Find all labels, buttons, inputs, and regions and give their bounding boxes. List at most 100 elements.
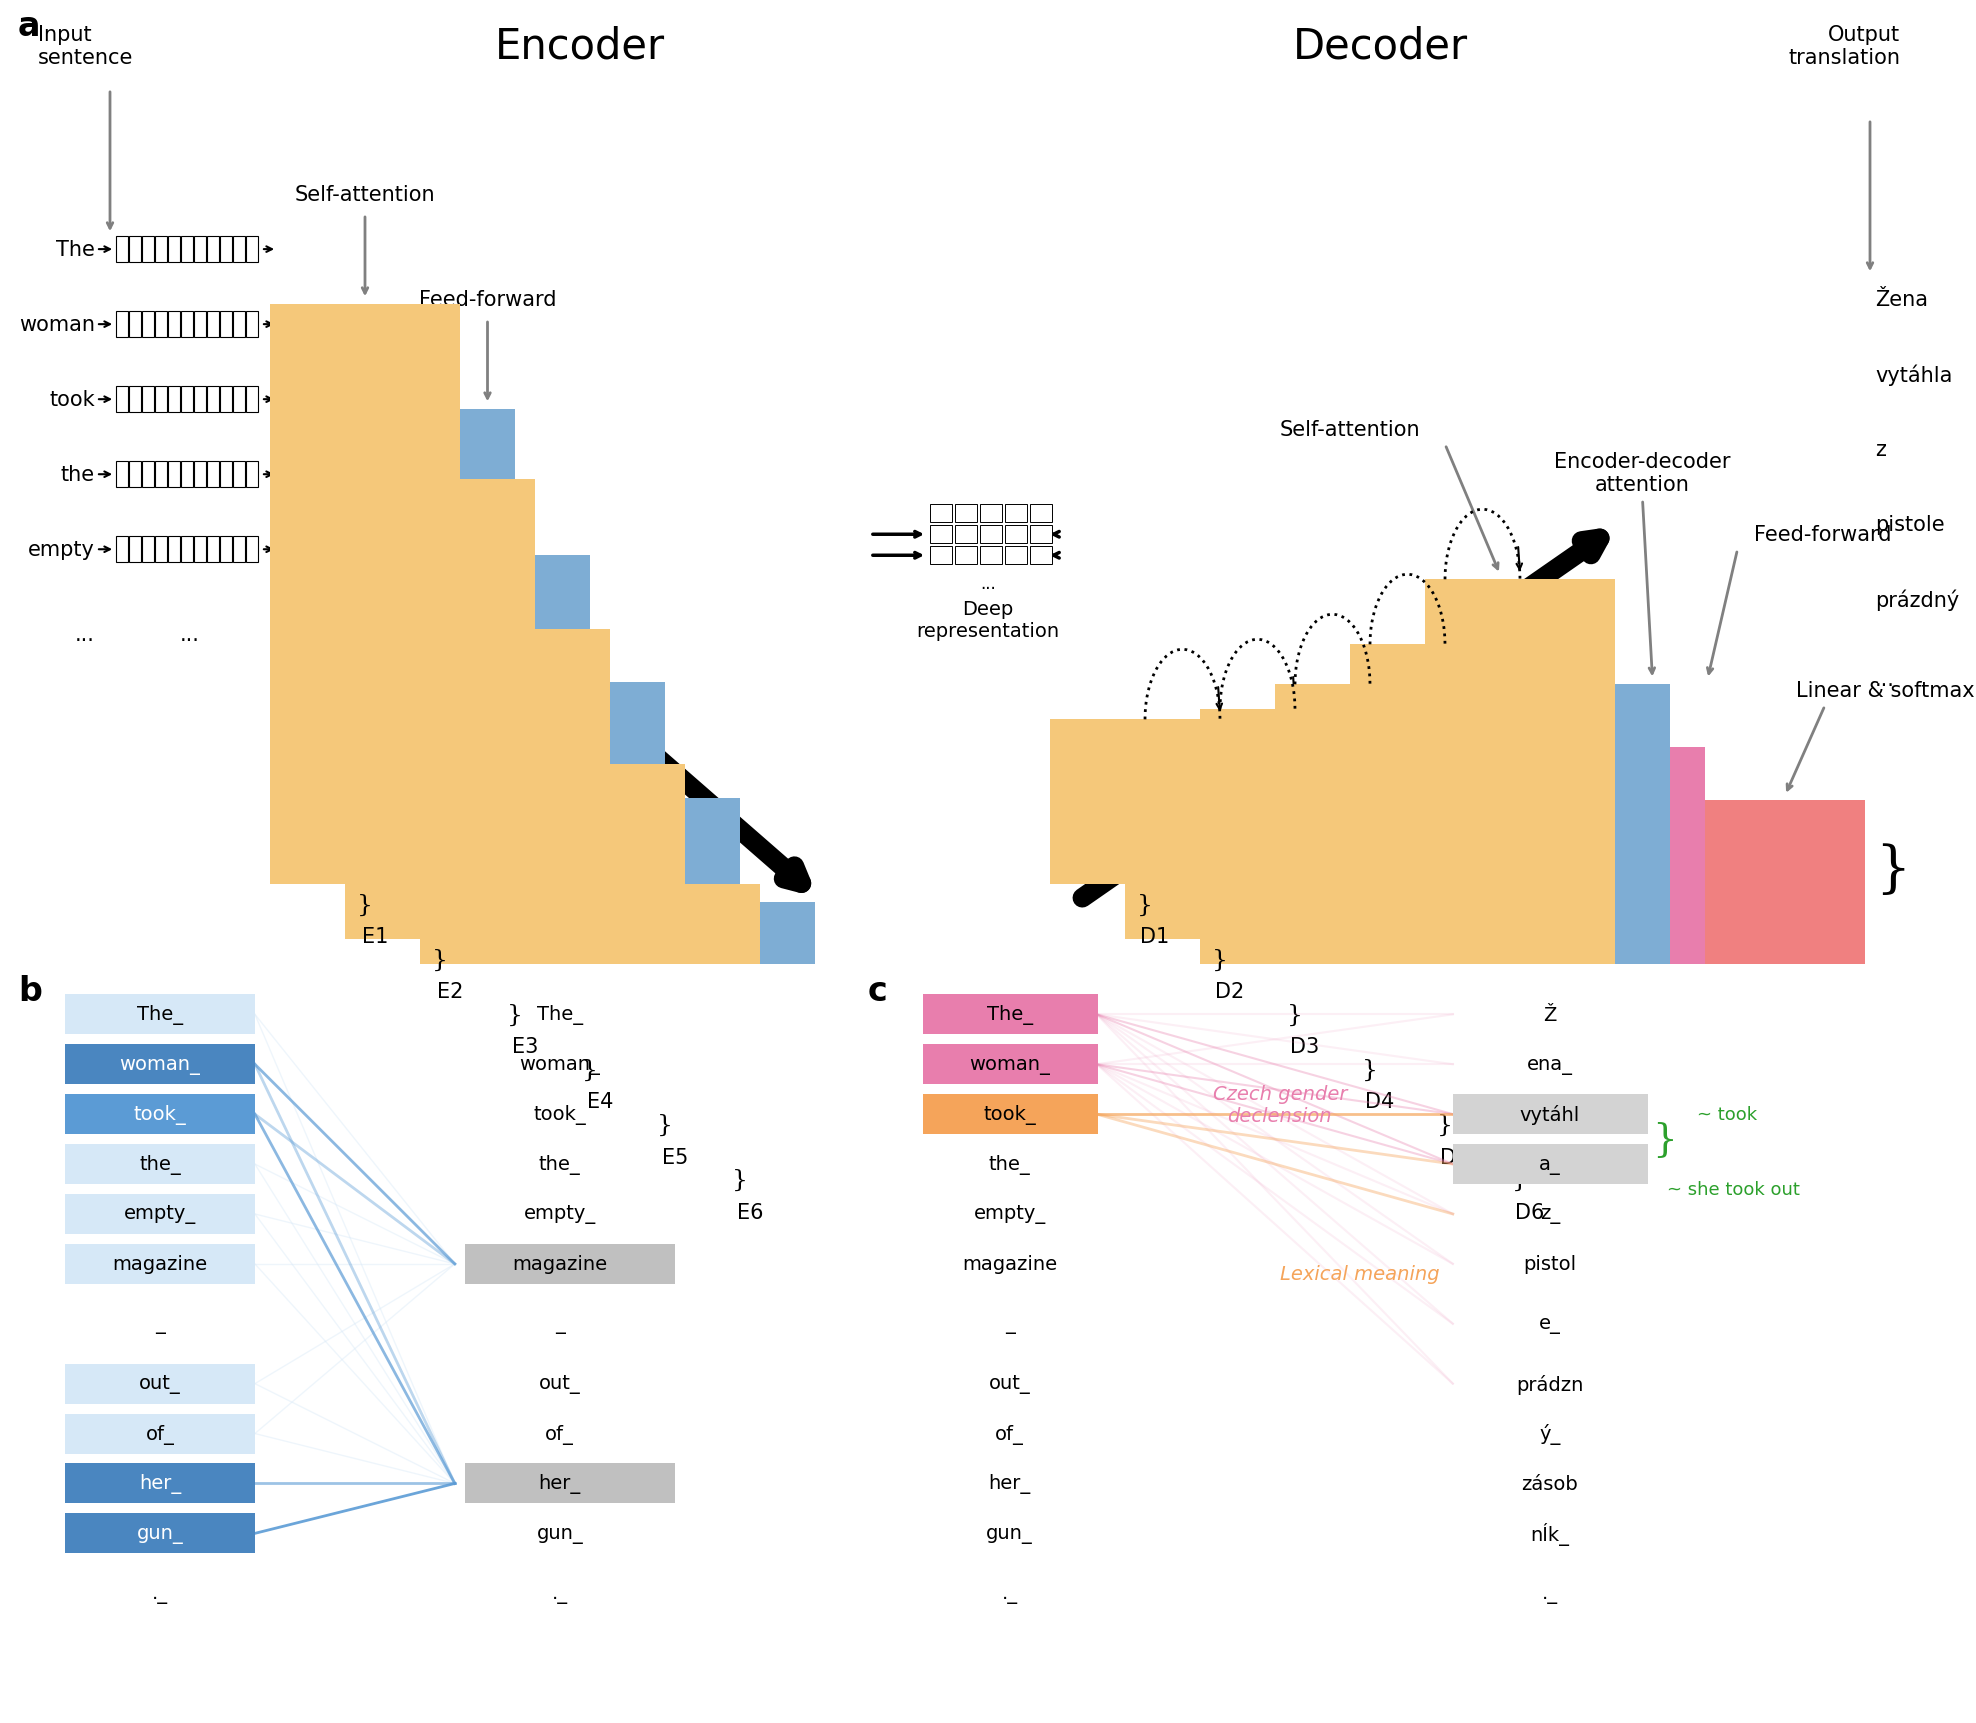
Bar (954, 546, 976, 565)
Text: }: } (1211, 948, 1227, 970)
Bar (65, 1365, 255, 1404)
Bar (168, 312, 180, 338)
Bar (1314, 737, 1369, 905)
Text: }: } (1361, 1058, 1377, 1080)
Bar (245, 312, 259, 338)
Bar (421, 631, 611, 994)
Bar (233, 238, 245, 264)
Bar (154, 388, 168, 414)
Bar (168, 538, 180, 563)
Bar (954, 526, 976, 544)
Bar (1705, 801, 1865, 1125)
Text: Feed-forward: Feed-forward (419, 289, 557, 310)
Text: the_: the_ (539, 1154, 581, 1175)
Bar (65, 1244, 255, 1284)
Text: }: } (433, 948, 449, 970)
Bar (65, 1144, 255, 1184)
Text: out_: out_ (988, 1375, 1031, 1394)
Bar (1464, 737, 1520, 1015)
Bar (1124, 720, 1314, 939)
Text: her_: her_ (138, 1473, 182, 1494)
Text: Žena: Žena (1875, 289, 1929, 310)
Text: ._: ._ (1002, 1583, 1018, 1602)
Text: the_: the_ (138, 1154, 182, 1175)
Bar (168, 462, 180, 488)
Bar (496, 765, 686, 1049)
Bar (1241, 725, 1294, 849)
Bar (207, 388, 219, 414)
Bar (1595, 770, 1630, 1070)
Text: ~ took: ~ took (1697, 1106, 1757, 1123)
Text: out_: out_ (138, 1375, 182, 1394)
Bar (142, 312, 154, 338)
Text: took_: took_ (134, 1104, 186, 1125)
Bar (168, 238, 180, 264)
Text: vytáhla: vytáhla (1875, 364, 1952, 386)
Bar (1389, 744, 1444, 960)
Text: prádzn: prádzn (1516, 1373, 1583, 1394)
Bar (219, 312, 231, 338)
Text: }: } (1875, 843, 1911, 898)
Bar (923, 994, 1099, 1036)
Text: of_: of_ (996, 1423, 1024, 1444)
Text: magazine: magazine (113, 1254, 207, 1273)
Bar (1539, 720, 1595, 1070)
Text: D6: D6 (1516, 1203, 1545, 1222)
Bar (142, 238, 154, 264)
Bar (207, 538, 219, 563)
Text: woman_: woman_ (970, 1054, 1049, 1073)
Bar (65, 1094, 255, 1134)
Bar (245, 238, 259, 264)
Bar (182, 462, 194, 488)
Text: took_: took_ (984, 1104, 1035, 1125)
Bar (931, 526, 952, 544)
Text: of_: of_ (146, 1423, 174, 1444)
Bar (931, 505, 952, 524)
Bar (154, 538, 168, 563)
Bar (219, 462, 231, 488)
Text: E4: E4 (587, 1092, 613, 1111)
Text: woman_: woman_ (119, 1054, 200, 1073)
Bar (245, 388, 259, 414)
Text: The: The (55, 239, 95, 260)
Text: }: } (1512, 1168, 1527, 1191)
Text: empty: empty (28, 539, 95, 560)
Text: E5: E5 (662, 1148, 688, 1166)
Bar (207, 462, 219, 488)
Bar (686, 799, 739, 1015)
Bar (245, 462, 259, 488)
Text: }: } (731, 1168, 749, 1191)
Text: D1: D1 (1140, 927, 1170, 948)
Bar (182, 538, 194, 563)
Text: Czech gender
declension: Czech gender declension (1213, 1084, 1348, 1125)
Bar (1294, 743, 1330, 849)
Text: }: } (1437, 1113, 1452, 1135)
Bar (194, 462, 206, 488)
Text: ...: ... (75, 625, 95, 644)
Text: woman: woman (20, 315, 95, 334)
Text: E1: E1 (362, 927, 387, 948)
Text: E3: E3 (512, 1037, 537, 1056)
Text: ._: ._ (152, 1583, 168, 1602)
Text: pistole: pistole (1875, 515, 1944, 534)
Text: _: _ (154, 1315, 164, 1334)
Text: zásob: zásob (1522, 1475, 1579, 1494)
Text: ena_: ena_ (1527, 1054, 1573, 1073)
Text: Linear & softmax: Linear & softmax (1796, 681, 1974, 701)
Bar (460, 410, 516, 849)
Text: ...: ... (180, 625, 200, 644)
Bar (1452, 1094, 1648, 1134)
Bar (923, 1044, 1099, 1084)
Bar (65, 1194, 255, 1234)
Bar (611, 682, 666, 960)
Bar (1199, 710, 1389, 994)
Bar (923, 1094, 1099, 1134)
Text: empty_: empty_ (524, 1204, 597, 1223)
Bar (154, 462, 168, 488)
Text: empty_: empty_ (124, 1204, 196, 1223)
Bar (219, 538, 231, 563)
Text: The_: The_ (136, 1005, 184, 1025)
Text: ~ she took out: ~ she took out (1668, 1180, 1800, 1197)
Bar (1006, 546, 1028, 565)
Bar (65, 1463, 255, 1504)
